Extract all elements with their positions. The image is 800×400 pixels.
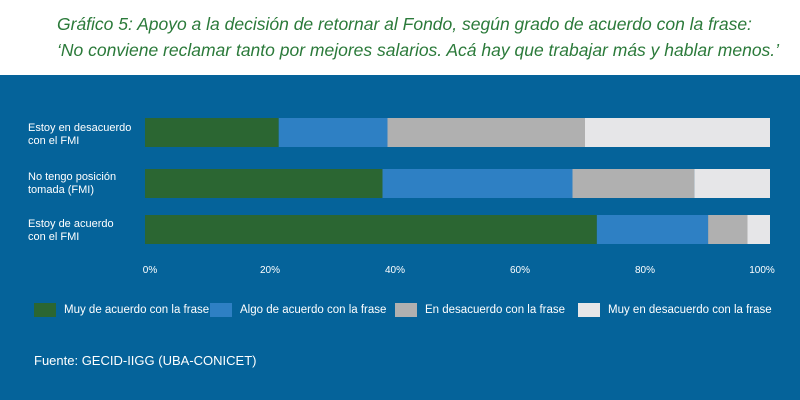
legend-label: Algo de acuerdo con la frase [240, 304, 387, 316]
category-label-line: con el FMI [28, 231, 80, 243]
category-label-line: tomada (FMI) [28, 184, 95, 196]
chart-panel: Estoy en desacuerdo con el FMI No tengo … [0, 75, 800, 400]
legend-label: En desacuerdo con la frase [425, 304, 566, 316]
chart-header: Gráfico 5: Apoyo a la decisión de retorn… [0, 0, 800, 75]
legend-swatch [34, 303, 56, 317]
x-tick-label: 60% [510, 265, 530, 276]
bar-plot: 0% 20% 40% 60% 80% 100% [143, 118, 775, 276]
category-label: No tengo posición tomada (FMI) [28, 171, 138, 197]
bar-segment [572, 169, 695, 198]
bar-segment [694, 169, 770, 198]
source-note: Fuente: GECID-IIGG (UBA-CONICET) [34, 353, 257, 368]
legend-label: Muy de acuerdo con la frase [64, 304, 210, 316]
legend-swatch [210, 303, 232, 317]
bar-segment [585, 118, 770, 147]
x-tick-label: 20% [260, 265, 280, 276]
legend-item: Muy en desacuerdo con la frase [578, 303, 772, 317]
category-label-line: Estoy en desacuerdo [28, 122, 132, 134]
category-label-line: Estoy de acuerdo [28, 218, 114, 230]
legend-label: Muy en desacuerdo con la frase [608, 304, 772, 316]
chart-title-line-2: ‘No conviene reclamar tanto por mejores … [57, 40, 780, 60]
legend-swatch [395, 303, 417, 317]
bar-segment [708, 215, 748, 244]
category-label: Estoy de acuerdo con el FMI [28, 218, 138, 244]
legend-item: Algo de acuerdo con la frase [210, 303, 386, 317]
x-tick-label: 0% [143, 265, 158, 276]
bar-segment [387, 118, 585, 147]
legend-swatch [578, 303, 600, 317]
category-label-line: con el FMI [28, 135, 80, 147]
legend-item: En desacuerdo con la frase [395, 303, 565, 317]
bar-segment [382, 169, 573, 198]
x-tick-label: 100% [749, 265, 775, 276]
bar-segment [278, 118, 388, 147]
category-label: Estoy en desacuerdo con el FMI [28, 122, 138, 148]
bar-segment [145, 118, 279, 147]
legend-item: Muy de acuerdo con la frase [34, 303, 209, 317]
bar-segment [145, 215, 597, 244]
category-label-line: No tengo posición [28, 171, 117, 183]
x-tick-label: 80% [635, 265, 655, 276]
x-tick-label: 40% [385, 265, 405, 276]
bar-segment [747, 215, 770, 244]
bar-segment [145, 169, 383, 198]
chart-title-line-1: Gráfico 5: Apoyo a la decisión de retorn… [57, 14, 752, 34]
bar-segment [596, 215, 709, 244]
